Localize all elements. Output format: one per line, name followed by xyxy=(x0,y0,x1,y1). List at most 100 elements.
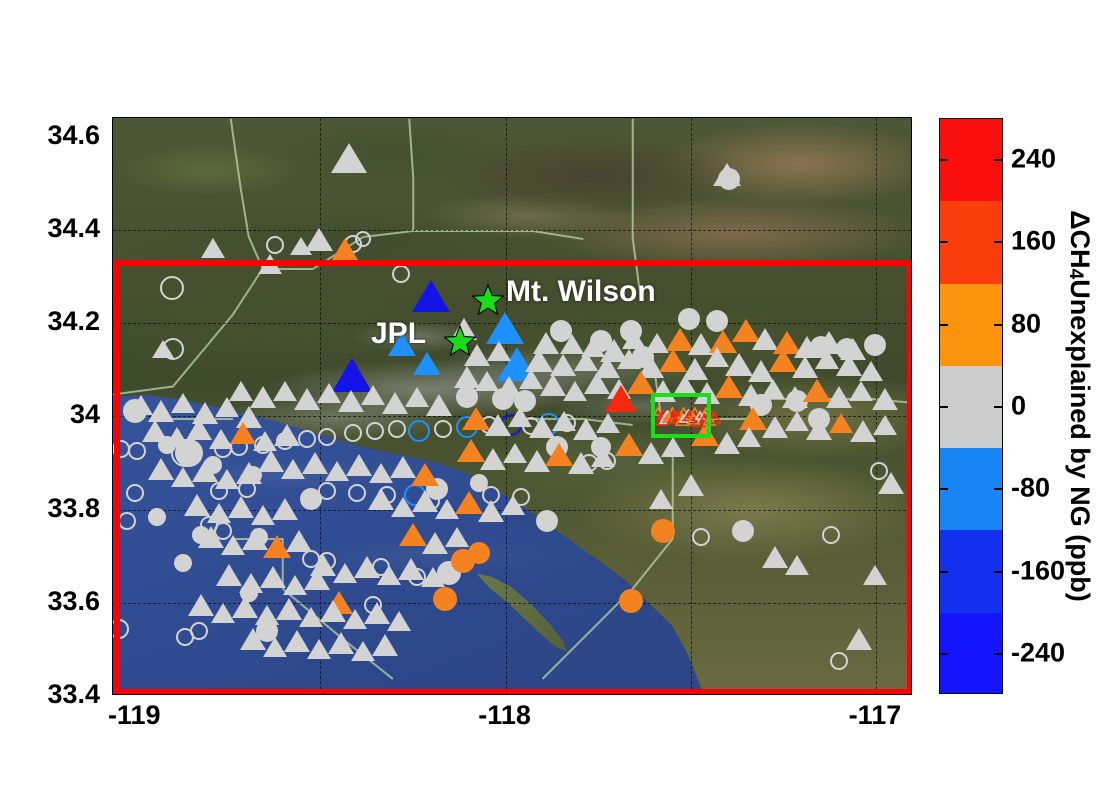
marker-triangle xyxy=(372,634,398,656)
colorbar-label-neg80: -80 xyxy=(1011,472,1051,503)
marker-open-circle xyxy=(318,428,336,446)
marker-circle xyxy=(148,508,166,526)
marker-triangle xyxy=(815,331,843,354)
marker-triangle xyxy=(391,497,415,517)
colorbar-band-0 xyxy=(940,365,1002,449)
marker-triangle xyxy=(325,461,349,481)
marker-triangle xyxy=(398,558,424,580)
marker-triangle xyxy=(260,566,286,588)
marker-triangle xyxy=(258,450,284,472)
marker-open-circle xyxy=(126,484,144,502)
marker-triangle xyxy=(228,496,254,518)
marker-triangle xyxy=(533,332,559,354)
marker-triangle xyxy=(782,386,808,408)
colorbar-tick-left xyxy=(939,323,948,326)
marker-triangle xyxy=(368,488,394,510)
marker-open-circle xyxy=(822,526,840,544)
marker-triangle xyxy=(346,454,372,476)
colorbar-title-prefix: Δ xyxy=(1065,210,1096,230)
marker-triangle xyxy=(382,392,408,414)
colorbar-title-main: CH xyxy=(1065,229,1096,269)
marker-triangle xyxy=(725,353,753,376)
marker-triangle xyxy=(343,609,367,629)
marker-triangle xyxy=(188,594,214,616)
marker-triangle xyxy=(421,567,445,587)
colorbar-band-160 xyxy=(940,201,1002,284)
site-label-jpl: JPL xyxy=(371,317,427,350)
star-icon-mt-wilson xyxy=(472,284,504,316)
marker-triangle xyxy=(307,639,331,659)
marker-triangle xyxy=(846,628,872,650)
marker-triangle xyxy=(752,328,778,350)
marker-triangle xyxy=(792,356,818,378)
marker-triangle xyxy=(829,413,853,433)
graticule-lat-34.4 xyxy=(113,229,911,231)
marker-triangle xyxy=(333,563,357,583)
marker-triangle xyxy=(480,448,506,470)
marker-open-circle xyxy=(692,528,710,546)
marker-open-circle xyxy=(348,484,366,502)
colorbar-tick-right xyxy=(994,406,1003,408)
map-canvas: Mt. Wilson JPL xyxy=(113,118,911,694)
colorbar-band--160 xyxy=(940,530,1002,613)
marker-triangle xyxy=(255,605,279,625)
marker-triangle xyxy=(281,459,305,479)
colorbar-tick-right xyxy=(994,159,1003,162)
marker-triangle xyxy=(390,456,416,478)
marker-triangle xyxy=(682,358,708,380)
inset-cluster-triangle xyxy=(695,411,707,422)
marker-triangle xyxy=(364,602,390,624)
colorbar-gradient xyxy=(939,118,1003,694)
inset-cluster-triangle xyxy=(667,414,681,426)
map-panel[interactable]: Mt. Wilson JPL xyxy=(112,117,912,695)
marker-circle xyxy=(864,334,886,356)
inset-cluster-triangle xyxy=(707,411,724,426)
x-tick-neg117: -117 xyxy=(848,700,902,730)
marker-triangle xyxy=(529,416,555,438)
marker-triangle xyxy=(762,546,788,568)
marker-triangle xyxy=(215,469,239,489)
marker-triangle xyxy=(475,371,499,391)
colorbar-label-neg160: -160 xyxy=(1011,555,1066,586)
marker-triangle xyxy=(501,495,525,515)
marker-triangle xyxy=(405,387,429,407)
marker-triangle xyxy=(294,388,320,410)
marker-triangle xyxy=(274,424,300,446)
y-tick-34: 34 xyxy=(69,399,100,430)
marker-triangle xyxy=(645,333,669,353)
marker-circle xyxy=(174,554,192,572)
marker-triangle xyxy=(714,432,740,454)
marker-triangle xyxy=(761,379,785,399)
x-tick-neg118: -118 xyxy=(478,700,531,730)
y-tick-33-8: 33.8 xyxy=(47,492,100,523)
marker-triangle xyxy=(239,573,263,593)
marker-triangle xyxy=(258,254,282,274)
marker-triangle xyxy=(849,381,873,401)
inset-cluster-triangle xyxy=(663,412,675,424)
marker-triangle xyxy=(165,427,189,447)
marker-circle xyxy=(470,474,488,492)
marker-triangle xyxy=(201,238,225,258)
marker-triangle xyxy=(591,447,615,467)
marker-triangle xyxy=(878,472,904,494)
marker-triangle xyxy=(251,505,275,525)
marker-open-circle xyxy=(344,424,362,442)
marker-triangle xyxy=(508,407,532,427)
marker-triangle xyxy=(148,458,174,480)
marker-triangle xyxy=(550,354,576,376)
marker-triangle xyxy=(273,381,297,401)
marker-triangle xyxy=(377,565,401,585)
colorbar-tick-right xyxy=(994,323,1003,326)
marker-triangle xyxy=(192,460,218,482)
marker-triangle xyxy=(574,351,598,371)
marker-triangle xyxy=(678,474,704,496)
marker-triangle xyxy=(354,556,380,578)
colorbar-label-neg240: -240 xyxy=(1011,637,1066,668)
colorbar[interactable]: 240 160 80 0 -80 -160 -240 xyxy=(939,118,1065,694)
marker-triangle xyxy=(525,349,553,372)
marker-triangle xyxy=(478,500,504,522)
marker-triangle xyxy=(216,564,242,586)
marker-triangle xyxy=(836,354,862,376)
marker-triangle xyxy=(283,575,307,595)
